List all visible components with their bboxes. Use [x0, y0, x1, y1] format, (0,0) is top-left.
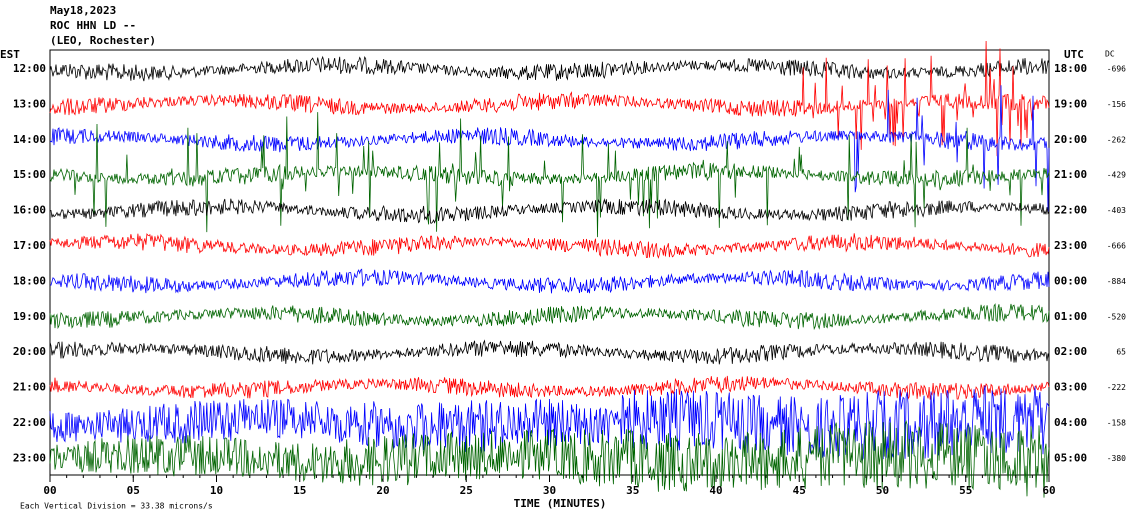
x-tick-label: 00: [43, 484, 56, 497]
trace: [49, 339, 1050, 365]
dc-value: -262: [1107, 135, 1126, 144]
utc-label: 00:00: [1054, 274, 1087, 287]
est-label: 19:00: [13, 310, 46, 323]
utc-label: 03:00: [1054, 381, 1087, 394]
dc-value: -222: [1107, 383, 1126, 392]
utc-label: 22:00: [1054, 204, 1087, 217]
trace: [49, 40, 1050, 157]
dc-label: DC: [1105, 50, 1115, 59]
est-label: 14:00: [13, 133, 46, 146]
x-tick-label: 10: [210, 484, 223, 497]
x-tick-label: 30: [543, 484, 556, 497]
trace: [49, 198, 1050, 224]
dc-value: -380: [1107, 454, 1126, 463]
trace: [49, 385, 1050, 461]
title-line: (LEO, Rochester): [50, 34, 156, 47]
dc-value: -429: [1107, 171, 1126, 180]
trace: [49, 268, 1050, 294]
est-label: 18:00: [13, 274, 46, 287]
dc-value: -403: [1107, 206, 1126, 215]
trace: [49, 85, 1050, 212]
trace: [49, 233, 1050, 259]
left-axis-label: EST: [0, 48, 20, 61]
x-axis-label: TIME (MINUTES): [514, 497, 607, 510]
est-label: 17:00: [13, 239, 46, 252]
trace: [49, 375, 1050, 400]
x-tick-label: 45: [793, 484, 806, 497]
utc-label: 18:00: [1054, 62, 1087, 75]
right-axis-label: UTC: [1064, 48, 1084, 61]
footer: Each Vertical Division = 33.38 microns/s: [20, 502, 213, 511]
est-label: 12:00: [13, 62, 46, 75]
utc-label: 23:00: [1054, 239, 1087, 252]
est-label: 23:00: [13, 451, 46, 464]
est-label: 20:00: [13, 345, 46, 358]
dc-value: -696: [1107, 65, 1126, 74]
dc-value: -156: [1107, 100, 1126, 109]
utc-label: 21:00: [1054, 168, 1087, 181]
x-tick-label: 35: [626, 484, 639, 497]
title-line: ROC HHN LD --: [50, 19, 136, 32]
est-label: 16:00: [13, 204, 46, 217]
x-tick-label: 20: [376, 484, 389, 497]
x-tick-label: 55: [959, 484, 972, 497]
est-label: 15:00: [13, 168, 46, 181]
dc-value: -666: [1107, 242, 1126, 251]
dc-value: -158: [1107, 419, 1126, 428]
dc-value: -520: [1107, 312, 1126, 321]
x-tick-label: 60: [1042, 484, 1055, 497]
trace: [49, 55, 1050, 82]
x-tick-label: 15: [293, 484, 306, 497]
utc-label: 19:00: [1054, 97, 1087, 110]
x-tick-label: 05: [127, 484, 140, 497]
traces: [49, 40, 1050, 498]
dc-value: 65: [1116, 348, 1126, 357]
est-label: 21:00: [13, 381, 46, 394]
trace: [49, 419, 1050, 498]
trace: [49, 303, 1050, 331]
utc-label: 02:00: [1054, 345, 1087, 358]
utc-label: 01:00: [1054, 310, 1087, 323]
utc-label: 05:00: [1054, 451, 1087, 464]
x-tick-label: 40: [709, 484, 722, 497]
est-label: 13:00: [13, 97, 46, 110]
utc-label: 04:00: [1054, 416, 1087, 429]
title-line: May18,2023: [50, 4, 116, 17]
est-label: 22:00: [13, 416, 46, 429]
trace: [49, 112, 1050, 238]
x-tick-label: 25: [460, 484, 473, 497]
utc-label: 20:00: [1054, 133, 1087, 146]
x-tick-label: 50: [876, 484, 889, 497]
dc-value: -884: [1107, 277, 1126, 286]
